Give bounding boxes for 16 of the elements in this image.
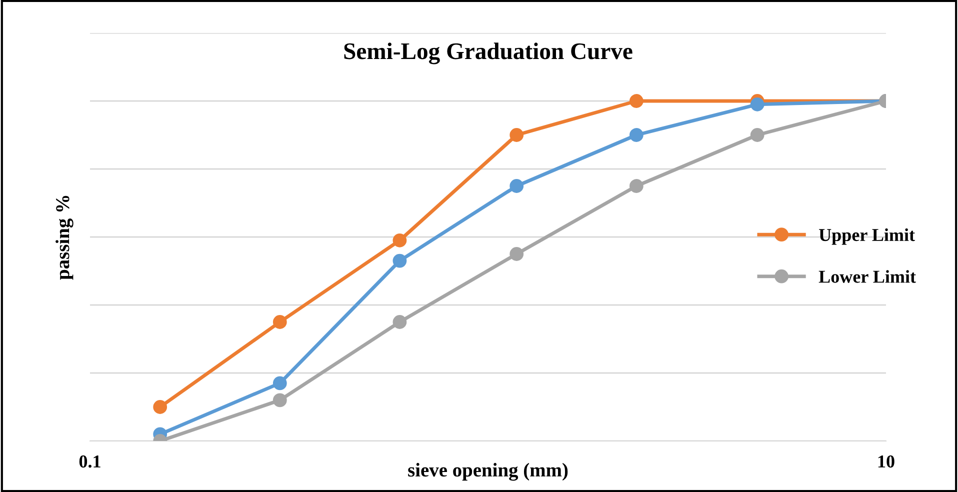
point: [392, 233, 407, 248]
x-tick-label: 10: [878, 455, 894, 468]
point: [272, 376, 287, 390]
x-axis-title: sieve opening (mm): [408, 462, 568, 481]
point: [272, 393, 287, 408]
legend-label: Upper Limit: [819, 228, 915, 245]
point: [272, 315, 287, 329]
point: [750, 128, 764, 142]
point: [392, 315, 407, 329]
point: [750, 97, 764, 112]
point: [153, 400, 168, 414]
chart-title: Semi-Log Graduation Curve: [344, 42, 632, 64]
x-tick-label: 0.1: [79, 455, 100, 468]
point: [392, 254, 407, 268]
legend-label: Lower Limit: [818, 270, 916, 283]
y-axis-title: passing %: [56, 196, 74, 280]
